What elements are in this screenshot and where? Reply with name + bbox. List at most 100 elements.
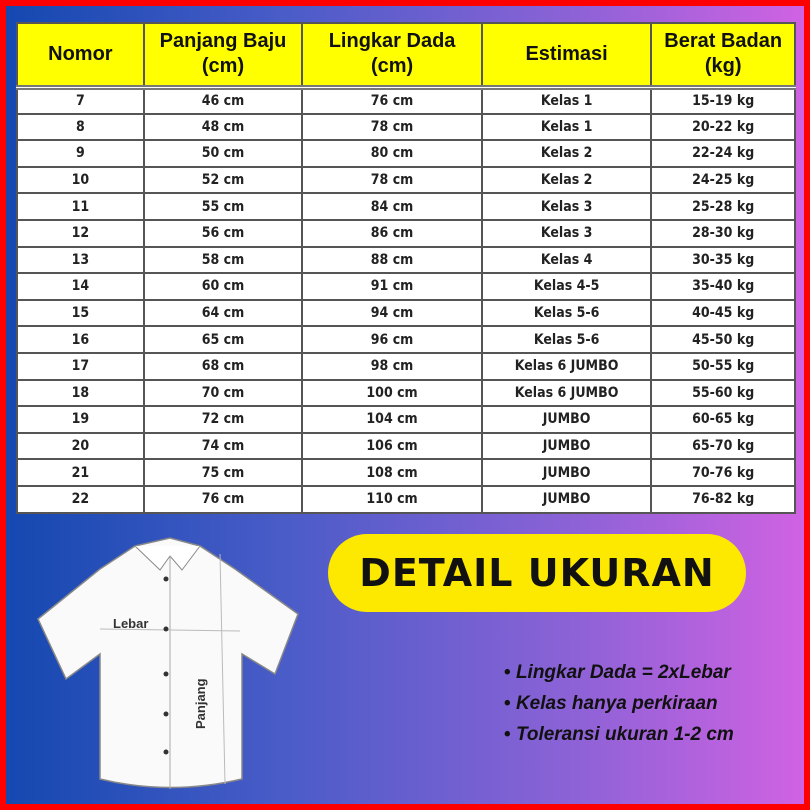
table-cell: JUMBO <box>480 405 653 434</box>
table-cell: 56 cm <box>142 218 304 248</box>
table-cell: 88 cm <box>301 245 483 275</box>
table-cell: 65 cm <box>142 325 304 354</box>
table-cell: Kelas 1 <box>480 86 653 115</box>
column-header: Estimasi <box>480 22 653 90</box>
table-row: 21 75 cm 108 cm JUMBO 70-76 kg <box>16 458 796 487</box>
column-header: Lingkar Dada (cm) <box>301 22 483 90</box>
table-cell: 76 cm <box>301 86 483 115</box>
shirt-label-length: Panjang <box>193 678 208 729</box>
table-row: 13 58 cm 88 cm Kelas 4 30-35 kg <box>16 245 796 275</box>
table-cell: 76-82 kg <box>650 484 796 514</box>
table-cell: 16 <box>16 325 145 354</box>
table-cell: 94 cm <box>301 298 483 328</box>
table-cell: 19 <box>16 405 145 434</box>
table-cell: 60-65 kg <box>650 405 796 434</box>
column-header: Berat Badan (kg) <box>650 22 796 90</box>
note-item: Lingkar Dada = 2xLebar <box>504 662 734 684</box>
table-cell: 55 cm <box>142 192 304 221</box>
table-cell: Kelas 4 <box>480 245 653 275</box>
table-row: 22 76 cm 110 cm JUMBO 76-82 kg <box>16 484 796 514</box>
table-cell: Kelas 6 JUMBO <box>480 378 653 408</box>
table-cell: 14 <box>16 272 145 301</box>
table-cell: 104 cm <box>301 405 483 434</box>
table-cell: 22 <box>16 484 145 514</box>
table-cell: 106 cm <box>301 431 483 461</box>
table-cell: 40-45 kg <box>650 298 796 328</box>
table-row: 12 56 cm 86 cm Kelas 3 28-30 kg <box>16 218 796 248</box>
table-cell: 28-30 kg <box>650 218 796 248</box>
table-cell: 10 <box>16 165 145 195</box>
table-row: 10 52 cm 78 cm Kelas 2 24-25 kg <box>16 165 796 195</box>
table-cell: 20 <box>16 431 145 461</box>
table-cell: 12 <box>16 218 145 248</box>
detail-banner: DETAIL UKURAN <box>328 534 746 612</box>
table-cell: 86 cm <box>301 218 483 248</box>
table-cell: 70 cm <box>142 378 304 408</box>
table-row: 16 65 cm 96 cm Kelas 5-6 45-50 kg <box>16 325 796 354</box>
table-cell: 50 cm <box>142 139 304 168</box>
table-row: 17 68 cm 98 cm Kelas 6 JUMBO 50-55 kg <box>16 351 796 381</box>
table-cell: 78 cm <box>301 112 483 142</box>
table-cell: Kelas 4-5 <box>480 272 653 301</box>
column-header-line: Estimasi <box>525 42 608 65</box>
table-cell: 70-76 kg <box>650 458 796 487</box>
table-cell: Kelas 3 <box>480 218 653 248</box>
table-row: 8 48 cm 78 cm Kelas 1 20-22 kg <box>16 112 796 142</box>
column-header: Nomor <box>16 22 145 90</box>
table-cell: 35-40 kg <box>650 272 796 301</box>
notes-list: Lingkar Dada = 2xLebar Kelas hanya perki… <box>504 662 734 755</box>
table-cell: 7 <box>16 86 145 115</box>
note-item: Kelas hanya perkiraan <box>504 693 734 715</box>
table-cell: 72 cm <box>142 405 304 434</box>
table-cell: 96 cm <box>301 325 483 354</box>
column-header-line: Nomor <box>48 42 113 65</box>
table-cell: 84 cm <box>301 192 483 221</box>
table-cell: 91 cm <box>301 272 483 301</box>
table-cell: Kelas 1 <box>480 112 653 142</box>
table-cell: 52 cm <box>142 165 304 195</box>
table-cell: JUMBO <box>480 484 653 514</box>
table-cell: 21 <box>16 458 145 487</box>
table-cell: 25-28 kg <box>650 192 796 221</box>
note-item: Toleransi ukuran 1-2 cm <box>504 724 734 746</box>
table-row: 15 64 cm 94 cm Kelas 5-6 40-45 kg <box>16 298 796 328</box>
table-cell: 22-24 kg <box>650 139 796 168</box>
table-cell: 8 <box>16 112 145 142</box>
column-header-line: (cm) <box>201 55 245 78</box>
table-cell: 110 cm <box>301 484 483 514</box>
table-cell: 46 cm <box>142 86 304 115</box>
table-cell: 65-70 kg <box>650 431 796 461</box>
table-cell: 15-19 kg <box>650 86 796 115</box>
table-cell: 75 cm <box>142 458 304 487</box>
table-row: 18 70 cm 100 cm Kelas 6 JUMBO 55-60 kg <box>16 378 796 408</box>
table-cell: Kelas 2 <box>480 139 653 168</box>
shirt-illustration: Lebar Panjang <box>37 537 299 789</box>
column-header: Panjang Baju (cm) <box>142 22 304 90</box>
table-cell: 55-60 kg <box>650 378 796 408</box>
table-cell: 100 cm <box>301 378 483 408</box>
table-row: 19 72 cm 104 cm JUMBO 60-65 kg <box>16 405 796 434</box>
column-header-line: Lingkar Dada <box>328 30 456 53</box>
table-cell: JUMBO <box>480 458 653 487</box>
table-cell: Kelas 5-6 <box>480 325 653 354</box>
table-cell: 50-55 kg <box>650 351 796 381</box>
table-cell: Kelas 2 <box>480 165 653 195</box>
table-cell: Kelas 5-6 <box>480 298 653 328</box>
table-cell: 68 cm <box>142 351 304 381</box>
table-cell: 108 cm <box>301 458 483 487</box>
table-cell: 80 cm <box>301 139 483 168</box>
table-cell: 98 cm <box>301 351 483 381</box>
table-row: 7 46 cm 76 cm Kelas 1 15-19 kg <box>16 86 796 115</box>
table-cell: 48 cm <box>142 112 304 142</box>
table-cell: 60 cm <box>142 272 304 301</box>
table-cell: 20-22 kg <box>650 112 796 142</box>
table-cell: 24-25 kg <box>650 165 796 195</box>
table-cell: 9 <box>16 139 145 168</box>
table-cell: 17 <box>16 351 145 381</box>
table-cell: 64 cm <box>142 298 304 328</box>
column-header-line: Berat Badan <box>664 30 783 53</box>
table-cell: 45-50 kg <box>650 325 796 354</box>
table-cell: 13 <box>16 245 145 275</box>
table-cell: 18 <box>16 378 145 408</box>
